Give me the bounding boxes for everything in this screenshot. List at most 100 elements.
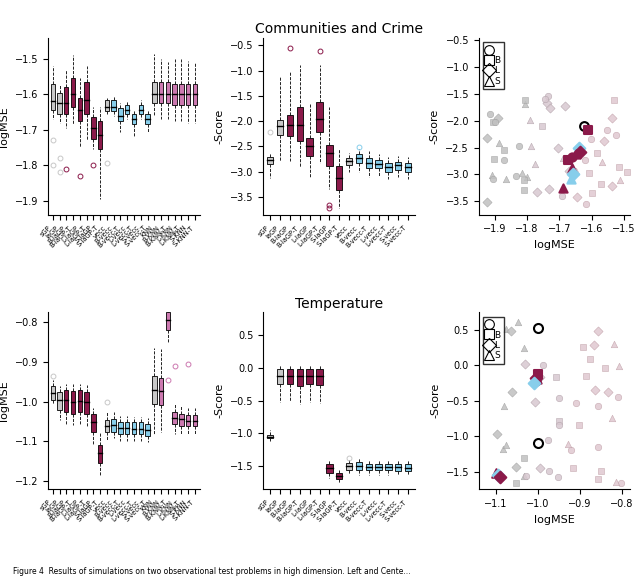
Bar	[58, 392, 61, 410]
Bar	[296, 107, 303, 141]
Bar	[125, 422, 129, 434]
Point	[499, 401, 509, 411]
Point	[587, 189, 597, 198]
Legend: , B, L, S: , B, L, S	[483, 317, 504, 364]
Point	[572, 192, 582, 201]
Point	[573, 143, 584, 152]
Bar	[186, 84, 190, 105]
Bar	[51, 84, 55, 110]
Point	[531, 397, 541, 406]
Point	[529, 378, 539, 387]
Bar	[277, 369, 284, 384]
Point	[520, 100, 530, 109]
Point	[532, 187, 542, 196]
Point	[570, 149, 580, 159]
Bar	[346, 158, 352, 164]
Bar	[105, 100, 109, 111]
Point	[585, 355, 595, 364]
Bar	[51, 386, 55, 400]
Point	[613, 392, 623, 401]
Bar	[172, 412, 177, 424]
X-axis label: logMSE: logMSE	[534, 515, 575, 525]
Point	[596, 179, 606, 188]
Point	[578, 342, 588, 351]
Bar	[159, 82, 163, 103]
Point	[554, 416, 564, 426]
Bar	[64, 87, 68, 114]
Bar	[376, 160, 382, 168]
Point	[566, 174, 577, 184]
Point	[589, 340, 600, 349]
Bar	[138, 105, 143, 114]
Bar	[179, 413, 184, 426]
Point	[538, 360, 548, 369]
Point	[531, 373, 541, 383]
Point	[579, 122, 589, 131]
Point	[593, 326, 603, 335]
Point	[544, 467, 554, 476]
Bar	[376, 464, 382, 470]
Point	[574, 420, 584, 430]
Point	[518, 343, 529, 353]
Point	[511, 171, 521, 181]
Point	[495, 472, 505, 482]
Bar	[84, 392, 89, 413]
Point	[568, 170, 578, 179]
Bar	[152, 376, 157, 404]
Bar	[98, 445, 102, 463]
Point	[600, 364, 610, 373]
Point	[611, 477, 621, 486]
Title: Temperature: Temperature	[295, 297, 383, 311]
Point	[530, 160, 540, 169]
Point	[603, 387, 613, 397]
Y-axis label: logMSE: logMSE	[0, 106, 9, 146]
Point	[540, 94, 550, 104]
Bar	[316, 369, 323, 385]
Point	[564, 167, 574, 176]
Bar	[287, 369, 293, 384]
Bar	[193, 415, 197, 426]
Point	[522, 172, 532, 181]
Point	[535, 372, 545, 382]
Bar	[71, 78, 76, 107]
Point	[543, 91, 554, 100]
Point	[582, 126, 593, 135]
Bar	[405, 464, 412, 471]
Bar	[267, 156, 273, 164]
Point	[596, 467, 607, 476]
Point	[607, 181, 617, 190]
Point	[597, 157, 607, 167]
Point	[544, 184, 554, 193]
Y-axis label: -Score: -Score	[214, 383, 225, 418]
Bar	[395, 162, 401, 170]
Bar	[84, 82, 89, 114]
Point	[500, 175, 511, 184]
Bar	[193, 84, 197, 105]
Bar	[98, 121, 102, 149]
Point	[607, 413, 617, 423]
Bar	[125, 105, 129, 114]
Point	[485, 109, 495, 118]
Y-axis label: -Score: -Score	[430, 109, 440, 144]
Point	[563, 155, 573, 164]
Bar	[166, 82, 170, 103]
Bar	[58, 93, 61, 114]
Point	[520, 360, 531, 369]
Point	[489, 155, 499, 164]
Point	[506, 327, 516, 336]
Y-axis label: logMSE: logMSE	[0, 380, 9, 421]
Bar	[307, 138, 313, 156]
Bar	[307, 369, 313, 384]
Point	[532, 438, 543, 448]
Point	[491, 344, 501, 353]
Point	[557, 192, 567, 201]
Point	[614, 362, 624, 371]
Point	[586, 135, 596, 144]
Point	[487, 171, 497, 180]
Bar	[336, 473, 342, 479]
Bar	[277, 120, 284, 135]
Bar	[365, 158, 372, 168]
Point	[537, 122, 547, 131]
Point	[575, 147, 586, 156]
Point	[557, 184, 568, 193]
